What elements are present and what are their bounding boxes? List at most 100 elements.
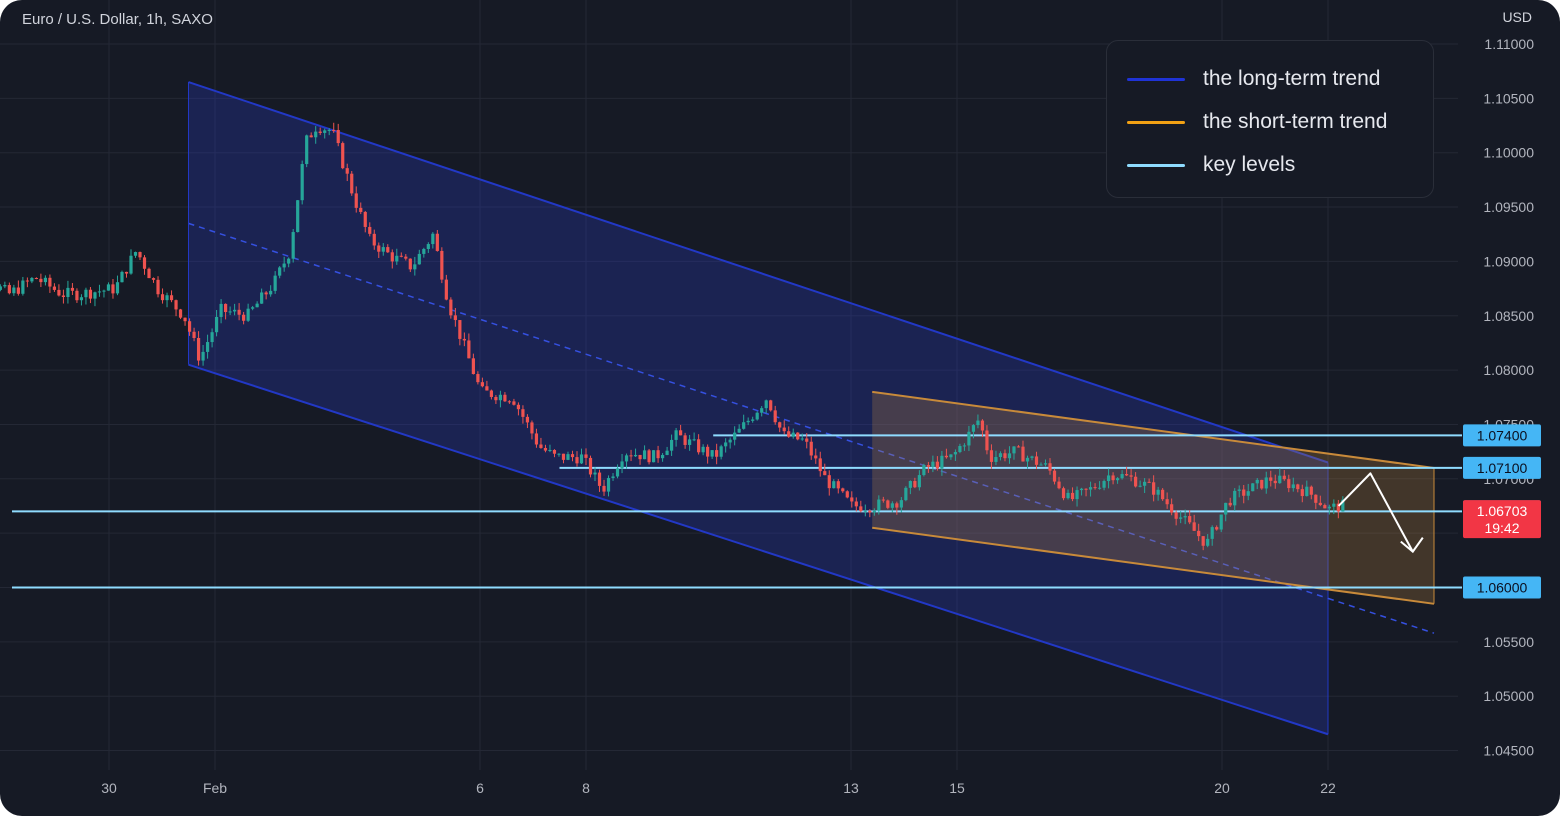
candle-up	[1332, 503, 1336, 507]
candle-up	[958, 446, 962, 453]
candle-up	[566, 454, 570, 460]
candle-down	[345, 168, 349, 174]
candle-down	[494, 396, 498, 401]
candle-up	[890, 503, 894, 508]
candle-up	[1251, 483, 1255, 492]
candle-down	[1111, 475, 1115, 481]
candle-up	[1012, 446, 1016, 454]
candle-up	[30, 277, 34, 282]
candle-down	[48, 277, 52, 287]
candle-down	[561, 453, 566, 460]
candle-down	[1057, 481, 1061, 489]
short-term-channel-fill	[872, 391, 1434, 604]
candle-down	[809, 441, 813, 456]
candle-down	[224, 303, 228, 313]
candle-down	[1125, 474, 1129, 476]
candle-up	[953, 452, 958, 455]
candle-up	[877, 499, 881, 511]
time-axis: 30Feb681315202227Mar	[101, 780, 1336, 796]
candle-up	[296, 200, 300, 233]
candle-down	[805, 438, 809, 442]
candle-down	[377, 245, 381, 252]
candle-up	[413, 264, 417, 270]
candle-down	[521, 409, 525, 417]
candle-up	[273, 275, 277, 291]
candle-up	[692, 439, 696, 441]
candle-down	[814, 455, 818, 459]
candle-up	[1224, 502, 1228, 515]
legend-item-long-term: the long-term trend	[1127, 64, 1380, 94]
candle-down	[178, 309, 183, 318]
candle-down	[715, 450, 719, 457]
candle-down	[881, 499, 885, 501]
candle-up	[665, 450, 669, 455]
candle-down	[435, 233, 439, 251]
candle-down	[1061, 488, 1066, 499]
candle-up	[1278, 475, 1282, 484]
candle-up	[962, 445, 967, 447]
long-term-channel	[188, 81, 1435, 736]
candle-up	[642, 450, 647, 460]
candle-up	[733, 432, 737, 440]
candle-down	[372, 233, 376, 246]
candle-up	[1156, 489, 1160, 495]
candle-up	[1143, 481, 1147, 486]
candle-down	[399, 255, 403, 257]
candle-down	[309, 135, 313, 138]
candle-down	[1165, 499, 1169, 505]
legend: the long-term trend the short-term trend…	[1106, 40, 1434, 198]
price-tick-label: 1.05500	[1483, 634, 1534, 650]
price-tick-label: 1.05000	[1483, 688, 1534, 704]
candle-up	[593, 472, 597, 475]
candle-up	[579, 454, 584, 464]
candle-up	[214, 316, 219, 333]
candle-down	[1016, 446, 1021, 448]
candle-up	[1030, 456, 1034, 458]
candle-up	[1233, 490, 1237, 506]
candle-down	[769, 400, 773, 411]
long-term-channel-fill	[188, 82, 1328, 735]
candle-down	[52, 286, 57, 290]
candle-up	[1206, 538, 1210, 546]
price-tick-label: 1.08000	[1483, 362, 1534, 378]
candle-up	[395, 255, 399, 262]
candle-up	[1291, 484, 1295, 489]
candle-up	[205, 342, 210, 352]
candle-down	[462, 338, 466, 341]
candle-down	[480, 382, 484, 387]
key-levels	[12, 434, 1462, 589]
candle-down	[706, 446, 710, 457]
candle-down	[444, 279, 448, 300]
candle-down	[836, 481, 840, 489]
candle-up	[633, 454, 638, 457]
candle-up	[1327, 506, 1331, 509]
candle-up	[269, 290, 273, 295]
candle-down	[88, 289, 93, 299]
candle-down	[543, 447, 548, 451]
candle-up	[327, 129, 331, 131]
candle-down	[57, 289, 61, 296]
candle-up	[904, 487, 908, 501]
price-tick-label: 1.04500	[1483, 743, 1534, 759]
candle-down	[530, 422, 534, 434]
candle-down	[1242, 489, 1246, 496]
candle-up	[219, 303, 223, 317]
candle-down	[782, 427, 786, 432]
candle-up	[305, 135, 309, 165]
candle-up	[742, 422, 746, 429]
candle-down	[1070, 492, 1075, 500]
candle-up	[1066, 492, 1070, 499]
time-tick-label: 15	[949, 780, 965, 796]
candle-up	[1341, 499, 1345, 512]
candle-down	[61, 295, 66, 298]
candle-up	[1138, 485, 1142, 487]
candle-down	[174, 300, 178, 310]
candle-down	[629, 455, 633, 457]
candle-down	[1052, 470, 1057, 482]
candle-up	[624, 455, 629, 462]
legend-label-short-term: the short-term trend	[1203, 110, 1388, 133]
key-level-tag	[1463, 424, 1541, 447]
legend-swatch-short-term	[1127, 120, 1185, 124]
